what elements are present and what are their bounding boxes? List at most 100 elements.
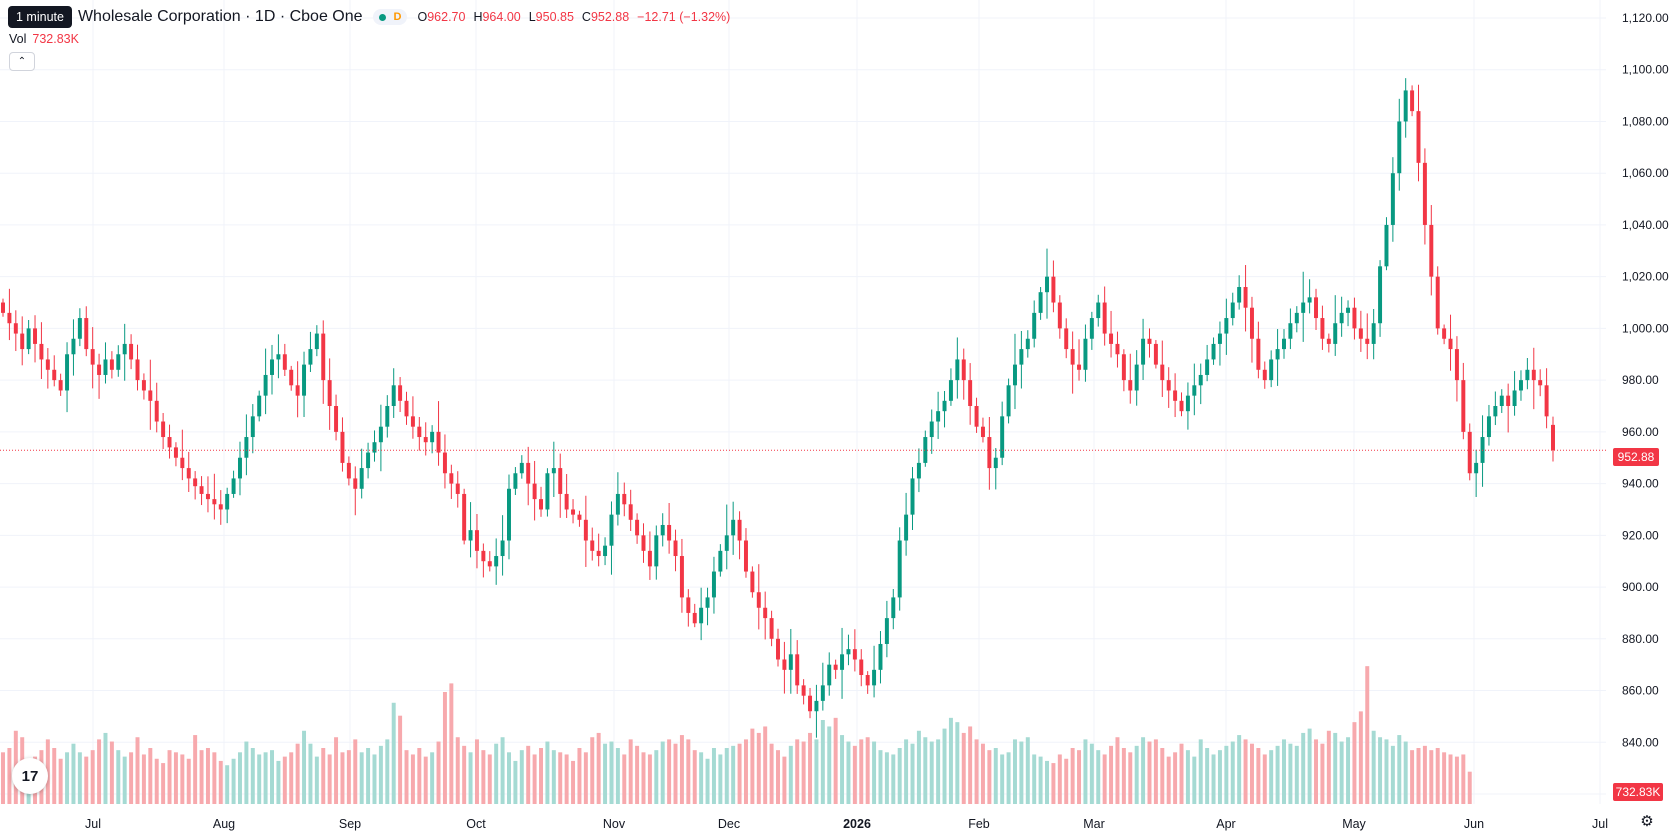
volume-bar	[1243, 739, 1248, 804]
volume-bar	[750, 728, 755, 804]
candle-body	[244, 437, 249, 458]
y-tick-label: 1,040.00	[1622, 218, 1669, 232]
volume-bar	[71, 743, 76, 804]
last-price-tag: 952.88	[1613, 448, 1659, 466]
candle-body	[1499, 395, 1504, 406]
candle-body	[615, 493, 620, 515]
candle-body	[667, 524, 672, 541]
volume-bar	[955, 722, 960, 804]
candle-body	[199, 486, 204, 494]
candle-body	[430, 431, 435, 443]
candle-body	[1134, 364, 1139, 391]
candle-body	[1525, 369, 1530, 381]
x-tick-label: Feb	[968, 817, 990, 831]
volume-bar	[1461, 754, 1466, 804]
candle-body	[1230, 302, 1235, 319]
volume-bar	[353, 739, 358, 804]
volume-legend: Vol 732.83K	[9, 32, 79, 46]
volume-bar	[1307, 728, 1312, 804]
volume-bar	[193, 735, 198, 804]
volume-bar	[455, 737, 460, 804]
volume-bar	[679, 735, 684, 804]
candle-body	[814, 700, 819, 712]
symbol-title[interactable]: Wholesale Corporation · 1D · Cboe One	[77, 8, 363, 25]
candle-body	[1422, 162, 1427, 225]
volume-bar	[551, 750, 556, 804]
candle-body	[1096, 302, 1101, 319]
volume-bar	[1198, 739, 1203, 804]
volume-bar	[58, 758, 63, 804]
candle-body	[936, 411, 941, 422]
x-tick-label: Mar	[1083, 817, 1105, 831]
candle-body	[340, 431, 345, 463]
volume-bar	[468, 752, 473, 804]
volume-label: Vol	[9, 32, 27, 46]
candle-body	[231, 478, 236, 494]
volume-bar	[635, 745, 640, 804]
volume-bar	[596, 732, 601, 804]
candle-body	[897, 540, 902, 598]
candle-body	[449, 473, 454, 484]
volume-bar	[1006, 752, 1011, 804]
candle-body	[923, 437, 928, 463]
volume-bar	[1019, 741, 1024, 804]
volume-bar	[359, 752, 364, 804]
candle-body	[359, 468, 364, 489]
volume-bar	[859, 739, 864, 804]
volume-bar	[904, 739, 909, 804]
candle-body	[1454, 349, 1459, 381]
candle-body	[743, 540, 748, 572]
candle-body	[1128, 380, 1133, 391]
volume-bar	[1282, 739, 1286, 804]
volume-bar	[1403, 741, 1408, 804]
volume-bar	[90, 750, 95, 804]
volume-bar	[590, 737, 595, 804]
candle-body	[724, 535, 729, 551]
volume-bar	[1390, 745, 1395, 804]
volume-bar	[1102, 754, 1107, 804]
candle-body	[1326, 338, 1331, 344]
x-tick-label: 2026	[843, 817, 871, 831]
volume-bar	[1320, 743, 1325, 804]
interval-badge[interactable]: 1 minute	[8, 6, 72, 28]
volume-bar	[366, 748, 371, 804]
candle-body	[263, 374, 268, 396]
volume-bar	[795, 739, 800, 804]
gear-icon[interactable]: ⚙	[1640, 813, 1654, 830]
candle-body	[910, 478, 915, 515]
volume-bar	[295, 743, 300, 804]
candle-body	[122, 343, 127, 355]
volume-bar	[1262, 754, 1267, 804]
candle-body	[686, 597, 691, 613]
candle-body	[1461, 380, 1466, 432]
volume-bar	[1448, 754, 1453, 804]
candle-body	[1307, 297, 1312, 303]
candle-body	[398, 385, 403, 401]
volume-bar	[654, 750, 659, 804]
volume-bar	[1422, 745, 1427, 804]
candle-body	[372, 442, 377, 453]
volume-bar	[1416, 748, 1421, 804]
tradingview-logo-icon[interactable]: 17	[12, 758, 48, 794]
volume-bar	[334, 737, 339, 804]
candle-body	[1435, 276, 1440, 329]
volume-bar	[1339, 741, 1344, 804]
collapse-legend-button[interactable]: ⌃	[9, 52, 35, 71]
volume-bar	[218, 760, 223, 804]
candle-body	[840, 654, 845, 670]
candle-body	[109, 359, 114, 370]
y-tick-label: 860.00	[1622, 684, 1659, 698]
candle-body	[1012, 364, 1017, 386]
price-candles	[1, 78, 1555, 738]
candle-body	[1269, 359, 1274, 381]
market-status-pill[interactable]: D	[372, 9, 408, 25]
candle-body	[487, 561, 492, 567]
candle-body	[1192, 385, 1197, 396]
candle-body	[154, 400, 159, 422]
candle-body	[193, 478, 198, 487]
candle-body	[1512, 390, 1517, 406]
candle-body	[1121, 354, 1126, 381]
volume-bar	[820, 720, 825, 804]
volume-bar	[430, 752, 435, 804]
